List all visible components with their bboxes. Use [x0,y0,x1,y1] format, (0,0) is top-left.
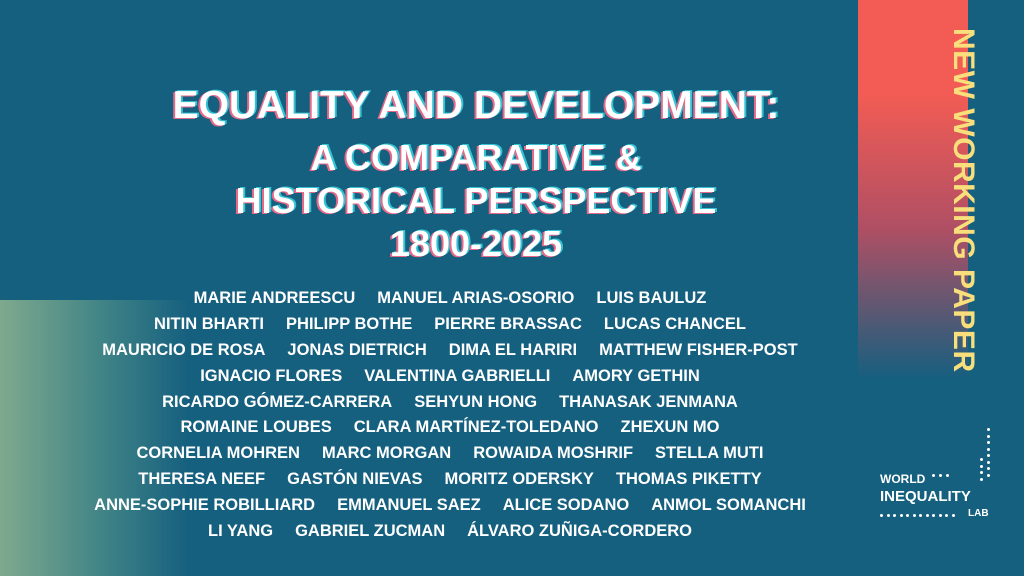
logo-dot [980,464,983,468]
logo-dot [987,441,990,444]
author-name: AMORY GETHIN [572,366,700,385]
author-name: LI YANG [207,521,274,540]
logo-dot [987,454,990,457]
logo-dot [980,477,983,481]
logo-dot [987,428,990,431]
logo-dot [987,460,990,464]
author-name: MARC MORGAN [321,444,452,463]
author-name: CORNELIA MOHREN [136,444,300,463]
logo-dot [899,514,903,517]
author-name: RICARDO GÓMEZ-CARRERA [162,392,393,411]
logo-dot [912,514,916,517]
logo-text: WORLD [880,472,926,486]
logo-dot [945,514,948,517]
author-name: ANMOL SOMANCHI [651,495,806,514]
author-name: THOMAS PIKETTY [615,469,762,488]
author-list: MARIE ANDREESCU MANUEL ARIAS-OSORIO LUIS B… [20,286,880,544]
logo-dot [880,514,883,517]
author-name: GASTÓN NIEVAS [287,469,423,488]
author-line: RICARDO GÓMEZ-CARRERA SEHYUN HONG THANASAK… [20,389,880,415]
author-line: CORNELIA MOHREN MARC MORGAN ROWAIDA MOSHRI… [20,441,880,467]
author-name: PHILIPP BOTHE [286,315,413,334]
side-band [858,0,968,380]
logo-dot [886,514,890,517]
logo-dot [932,474,935,477]
author-name: CLARA MARTÍNEZ-TOLEDANO [353,418,599,437]
author-name: LUCAS CHANCEL [603,315,746,334]
logo-dot [925,514,929,517]
logo-dot [987,434,990,438]
author-line: IGNACIO FLORES VALENTINA GABRIELLI AMORY G… [20,363,880,389]
logo-text: INEQUALITY [880,488,971,505]
author-name: MANUEL ARIAS-OSORIO [377,289,575,308]
author-line: MARIE ANDREESCU MANUEL ARIAS-OSORIO LUIS B… [20,286,880,312]
title-line: HISTORICAL PERSPECTIVE [235,180,717,221]
author-line: MAURICIO DE ROSA JONAS DIETRICH DIMA EL HA… [20,338,880,364]
author-name: MAURICIO DE ROSA [102,340,266,359]
author-name: PIERRE BRASSAC [434,315,582,334]
author-name: ANNE-SOPHIE ROBILLIARD [94,495,316,514]
logo-dot [919,514,922,517]
author-name: MORITZ ODERSKY [444,469,594,488]
author-name: ZHEXUN MO [620,418,720,437]
author-name: ALICE SODANO [502,495,630,514]
logo-dot [938,514,942,517]
logo-dot [987,447,990,451]
author-name: ÁLVARO ZUÑIGA-CORDERO [467,521,693,540]
author-name: EMMANUEL SAEZ [337,495,481,514]
logo-dot [987,473,990,477]
author-name: NITIN BHARTI [154,315,265,334]
author-line: ROMAINE LOUBES CLARA MARTÍNEZ-TOLEDANO ZHE… [20,415,880,441]
logo-dot [932,514,935,517]
author-name: THERESA NEEF [138,469,266,488]
author-name: SEHYUN HONG [414,392,538,411]
author-name: ROWAIDA MOSHRIF [473,444,634,463]
author-name: IGNACIO FLORES [200,366,343,385]
title-line: 1800-2025 [389,223,563,264]
title-line: EQUALITY AND DEVELOPMENT: [172,84,780,127]
accent-block [0,300,190,576]
author-name: LUIS BAULUZ [596,289,707,308]
author-name: VALENTINA GABRIELLI [364,366,551,385]
logo-dot [946,474,949,477]
banner: NEW WORKING PAPER [947,28,980,373]
author-name: DIMA EL HARIRI [448,340,578,359]
author-name: GABRIEL ZUCMAN [295,521,446,540]
author-line: THERESA NEEF GASTÓN NIEVAS MORITZ ODERSKY T… [20,467,880,493]
logo-dot [980,458,983,461]
logo-text: LAB [968,508,989,519]
logo-dot [980,471,983,474]
author-line: ANNE-SOPHIE ROBILLIARD EMMANUEL SAEZ ALICE… [20,492,880,518]
author-name: MARIE ANDREESCU [193,289,356,308]
author-line: LI YANG GABRIEL ZUCMAN ÁLVARO ZUÑIGA-CORDE… [20,518,880,544]
author-name: STELLA MUTI [655,444,764,463]
logo-dot [987,467,990,470]
author-line: NITIN BHARTI PHILIPP BOTHE PIERRE BRASSAC L… [20,312,880,338]
logo-dot [951,514,955,517]
author-name: THANASAK JENMANA [559,392,738,411]
author-name: ROMAINE LOUBES [180,418,332,437]
author-name: JONAS DIETRICH [287,340,427,359]
author-name: MATTHEW FISHER-POST [599,340,798,359]
logo-dot [939,474,942,477]
logo-dot [906,514,909,517]
logo-dot [893,514,896,517]
title-line: A COMPARATIVE & [310,137,642,178]
